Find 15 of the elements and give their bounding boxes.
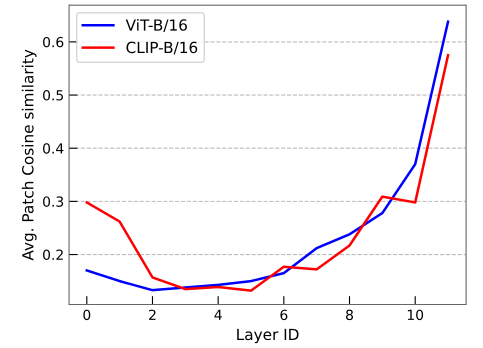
x-tick-label: 6 xyxy=(280,310,288,320)
y-axis-title: Avg. Patch Cosine similarity xyxy=(22,50,37,260)
x-tick-label: 2 xyxy=(149,310,156,320)
y-tick-label: 0.5 xyxy=(43,90,63,101)
x-axis-title: Layer ID xyxy=(237,328,299,344)
legend-label: ViT-B/16 xyxy=(126,18,187,32)
x-tick-label: 10 xyxy=(408,310,424,320)
y-tick-label: 0.3 xyxy=(43,196,64,207)
x-tick-label: 8 xyxy=(346,310,353,320)
x-tick-label: 4 xyxy=(214,310,222,320)
y-tick-label: 0.6 xyxy=(43,36,64,48)
y-tick-label: 0.4 xyxy=(43,143,64,154)
legend-label: CLIP-B/16 xyxy=(126,42,198,54)
x-tick-label: 0 xyxy=(83,310,90,320)
y-tick-label: 0.2 xyxy=(43,250,63,260)
